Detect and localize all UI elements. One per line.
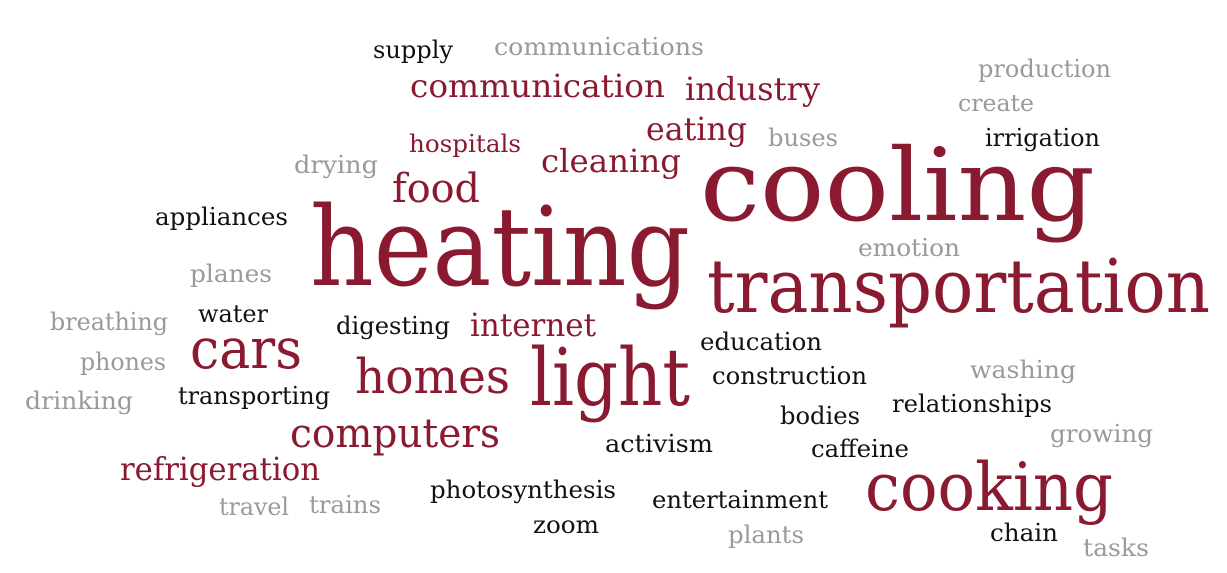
word: food bbox=[392, 166, 480, 212]
word: transportation bbox=[707, 244, 1210, 330]
word: drinking bbox=[25, 387, 133, 415]
word: tasks bbox=[1083, 534, 1149, 562]
word: communication bbox=[410, 67, 665, 105]
word: cooking bbox=[865, 449, 1113, 526]
word: digesting bbox=[336, 312, 450, 340]
word: buses bbox=[768, 124, 838, 152]
word: activism bbox=[605, 430, 713, 458]
word: internet bbox=[470, 306, 596, 344]
word: industry bbox=[685, 70, 820, 108]
word: chain bbox=[990, 519, 1058, 547]
word: entertainment bbox=[652, 486, 828, 514]
word: hospitals bbox=[409, 130, 521, 158]
word: planes bbox=[190, 260, 272, 288]
word: light bbox=[530, 331, 690, 424]
word: education bbox=[700, 328, 822, 356]
word: photosynthesis bbox=[430, 476, 616, 504]
word: refrigeration bbox=[120, 450, 320, 488]
word: appliances bbox=[155, 203, 288, 231]
word: production bbox=[978, 55, 1111, 83]
word: transporting bbox=[178, 382, 330, 410]
word: drying bbox=[294, 151, 378, 179]
word: water bbox=[198, 300, 269, 328]
word: heating bbox=[310, 183, 690, 311]
word: cleaning bbox=[541, 142, 681, 180]
word: plants bbox=[728, 521, 804, 549]
word: growing bbox=[1050, 420, 1153, 448]
word: create bbox=[958, 91, 1034, 117]
word: supply bbox=[373, 36, 453, 64]
word: computers bbox=[290, 411, 500, 457]
word: zoom bbox=[533, 511, 599, 539]
word: eating bbox=[646, 110, 747, 148]
word: cooling bbox=[700, 127, 1095, 244]
word: construction bbox=[712, 362, 867, 390]
word: breathing bbox=[50, 308, 168, 336]
word: cars bbox=[190, 317, 302, 382]
word: bodies bbox=[780, 402, 860, 430]
word: communications bbox=[494, 33, 704, 61]
word: emotion bbox=[858, 234, 960, 262]
word: homes bbox=[355, 349, 510, 405]
word: washing bbox=[970, 356, 1076, 384]
word: relationships bbox=[892, 390, 1052, 418]
word: irrigation bbox=[985, 124, 1100, 152]
word: travel bbox=[219, 493, 289, 521]
word: caffeine bbox=[811, 435, 909, 463]
word: trains bbox=[309, 491, 381, 519]
word: phones bbox=[80, 348, 166, 376]
